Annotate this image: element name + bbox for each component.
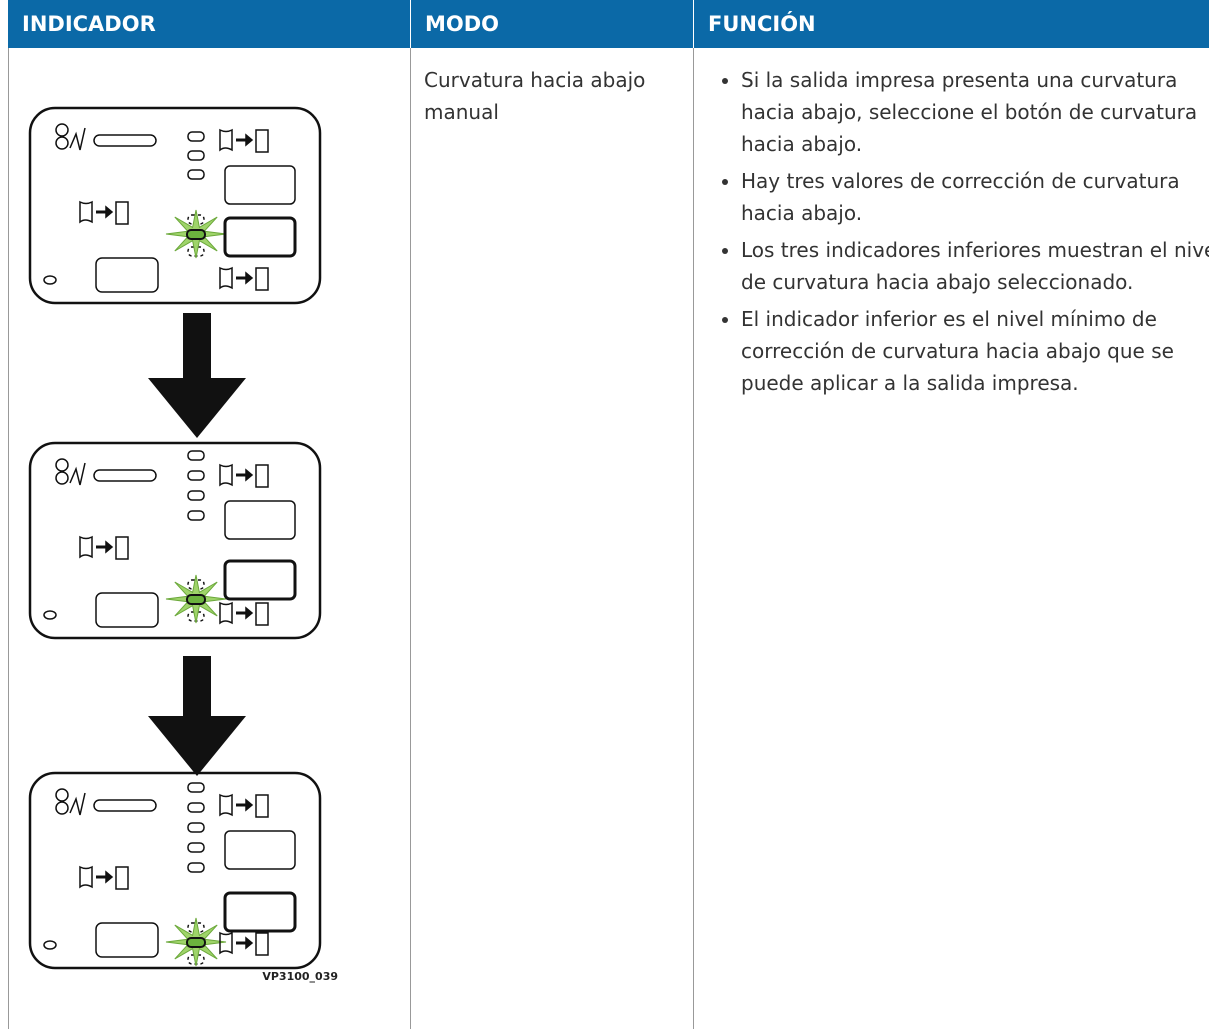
shape <box>255 267 269 291</box>
shape <box>219 931 233 955</box>
figure-id: VP3100_039 <box>262 970 338 983</box>
shape <box>187 169 205 180</box>
shape <box>245 133 254 147</box>
shape <box>187 862 205 873</box>
shape <box>55 471 69 485</box>
arrow <box>183 656 211 718</box>
border <box>410 48 411 1029</box>
shape <box>187 131 205 142</box>
arrow <box>148 378 246 438</box>
panel <box>28 106 322 305</box>
shape <box>187 842 205 853</box>
border <box>693 48 694 1029</box>
shape <box>105 205 114 219</box>
header-cell: MODO <box>411 0 693 48</box>
shape <box>245 468 254 482</box>
shape <box>187 150 205 161</box>
header-cell: FUNCIÓN <box>694 0 1209 48</box>
shape <box>79 865 93 889</box>
shape <box>255 129 269 153</box>
shape <box>79 535 93 559</box>
shape <box>95 257 159 293</box>
shape <box>255 602 269 626</box>
border <box>8 48 9 1029</box>
shape <box>43 275 57 285</box>
shape <box>187 490 205 501</box>
bullet: Los tres indicadores inferiores muestran… <box>741 234 1209 298</box>
shape <box>55 123 69 137</box>
shape <box>55 136 69 150</box>
shape <box>186 937 206 948</box>
shape <box>95 592 159 628</box>
shape <box>255 932 269 956</box>
shape <box>115 866 129 890</box>
panel <box>28 771 322 970</box>
arrow <box>148 716 246 776</box>
shape <box>28 771 322 970</box>
function-list: Si la salida impresa presenta una curvat… <box>707 64 1209 404</box>
indicator-figure: VP3100_039 <box>28 106 338 983</box>
shape <box>219 463 233 487</box>
panel <box>28 441 322 640</box>
shape <box>224 500 296 540</box>
shape <box>187 450 205 461</box>
shape <box>93 799 157 812</box>
shape <box>245 271 254 285</box>
shape <box>186 594 206 605</box>
shape <box>219 601 233 625</box>
shape <box>105 540 114 554</box>
shape <box>245 606 254 620</box>
shape <box>186 229 206 240</box>
shape <box>223 559 297 601</box>
shape <box>55 801 69 815</box>
shape <box>219 793 233 817</box>
shape <box>28 106 322 305</box>
bullet: Si la salida impresa presenta una curvat… <box>741 64 1209 160</box>
shape <box>219 128 233 152</box>
shape <box>223 891 297 933</box>
shape <box>219 266 233 290</box>
shape <box>187 782 205 793</box>
arrow <box>183 313 211 380</box>
bullet: Hay tres valores de corrección de curvat… <box>741 165 1209 229</box>
bullet: El indicador inferior es el nivel mínimo… <box>741 303 1209 399</box>
shape <box>93 134 157 147</box>
shape <box>245 798 254 812</box>
shape <box>55 788 69 802</box>
mode-text: Curvatura hacia abajo manual <box>424 68 646 124</box>
shape <box>43 940 57 950</box>
shape <box>95 922 159 958</box>
shape <box>69 792 86 816</box>
shape <box>69 127 86 151</box>
header-cell: INDICADOR <box>8 0 410 48</box>
shape <box>187 822 205 833</box>
shape <box>224 830 296 870</box>
shape <box>245 936 254 950</box>
shape <box>115 536 129 560</box>
shape <box>55 458 69 472</box>
shape <box>69 462 86 486</box>
shape <box>223 216 297 258</box>
shape <box>187 470 205 481</box>
shape <box>255 794 269 818</box>
shape <box>43 610 57 620</box>
shape <box>224 165 296 205</box>
shape <box>255 464 269 488</box>
shape <box>93 469 157 482</box>
shape <box>105 870 114 884</box>
shape <box>187 802 205 813</box>
shape <box>115 201 129 225</box>
shape <box>28 441 322 640</box>
shape <box>187 510 205 521</box>
shape <box>79 200 93 224</box>
